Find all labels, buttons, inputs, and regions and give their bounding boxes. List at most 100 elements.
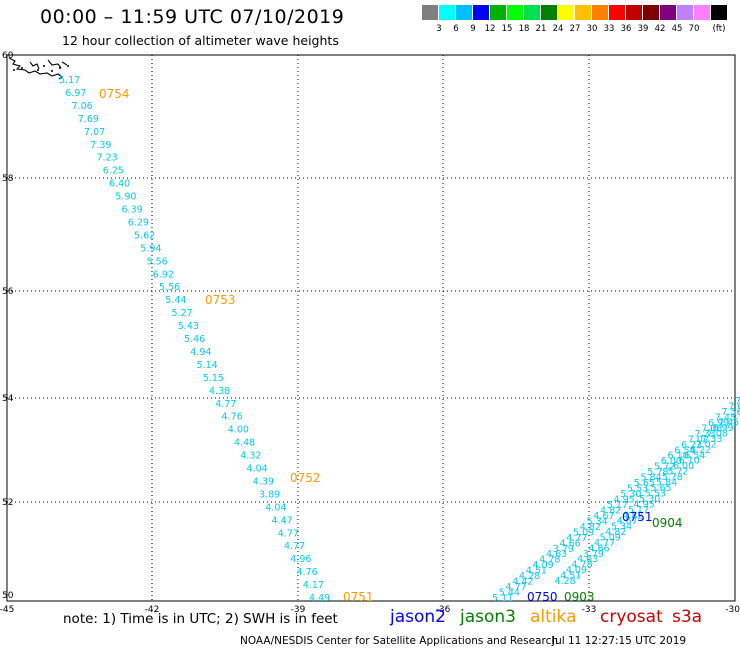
wave-height-value-track1: 4.49 [309,593,330,604]
wave-height-value-track1: 5.56 [159,282,180,293]
wave-height-value-track1: 6.92 [153,269,174,280]
coastline [8,57,68,80]
wave-height-value-track1: 4.00 [228,425,249,436]
legend-tick-label: 12 [484,24,496,34]
latitude-tick-label: 54 [2,394,14,404]
wave-height-value-track2: 4.95 [614,495,635,506]
wave-height-value-track2: 5.34 [587,516,608,527]
wave-height-value-track1: 4.77 [278,528,299,539]
legend-tick-label: 3 [436,24,442,34]
wave-height-value-track1: 4.39 [253,476,274,487]
wave-height-value-track2: 5.78 [647,467,668,478]
wave-height-value-track2: 4.82 [580,522,601,533]
wave-height-value-track2: 5.44 [499,588,520,599]
satellite-label-jason3: jason3 [460,607,516,627]
legend-tick-label: 30 [586,24,598,34]
wave-height-value-track3: 5.65 [650,483,671,494]
legend-swatch [694,5,711,20]
wave-height-value-track3: 4.66 [588,543,609,554]
wave-height-value-track2: 4.28 [519,571,540,582]
legend-swatch [473,5,490,20]
legend-swatch [456,5,473,20]
wave-height-value-track2: 4.42 [512,577,533,588]
wave-height-value-track2: 6.00 [661,456,682,467]
wave-height-value-track3: 6.54 [684,450,705,461]
legend-swatch [558,5,575,20]
wave-height-value-track3: 3.79 [583,549,604,560]
legend-swatch [626,5,643,20]
wave-height-value-track2: 6.22 [681,440,702,451]
satellite-label-jason2: jason2 [390,607,446,627]
wave-height-value-track2: 5.30 [620,489,641,500]
legend-tick-label: 18 [518,24,530,34]
coastline-island [59,67,61,69]
wave-height-value-track2: 5.09 [573,527,594,538]
legend-swatch [439,5,456,20]
legend-tick-label: 6 [453,24,459,34]
wave-height-value-track3: 5.72 [667,467,688,478]
wave-height-value-track3: 4.78 [571,560,592,571]
legend-swatch [490,5,507,20]
wave-height-value-track2: 6.54 [674,445,695,456]
legend-tick-label: 36 [620,24,632,34]
legend-swatch [575,5,592,20]
wave-height-value-track2: 5.11 [492,593,513,604]
map-frame [6,54,736,602]
wave-height-value-track3: 4.82 [605,527,626,538]
wave-height-value-track3: 7.45 [718,417,739,428]
wave-height-value-track2: 5.53 [627,484,648,495]
wave-height-value-track1: 5.90 [115,192,136,203]
latitude-tick-label: 60 [2,51,14,61]
latitude-tick-label: 50 [2,591,14,601]
wave-height-value-track1: 5.44 [165,295,186,306]
wave-height-value-track1: 4.17 [303,580,324,591]
wave-height-value-track1: 6.40 [109,179,130,190]
latitude-tick-label: 56 [2,287,14,297]
wave-height-value-track3: 6.99 [712,423,733,434]
wave-height-value-track3: 5.34 [611,521,632,532]
legend-tick-label: (ft) [712,24,726,34]
legend-tick-label: 21 [535,24,547,34]
wave-height-value-track2: 7.75 [735,396,740,407]
wave-height-value-track1: 4.76 [297,567,318,578]
wave-height-value-track2: 6.99 [708,418,729,429]
coastline-island [37,69,39,71]
wave-height-value-track3: 7.08 [707,428,728,439]
wave-height-value-track1: 5.46 [184,334,205,345]
wave-height-value-track1: 5.14 [197,360,218,371]
wave-height-value-track2: 5.72 [654,462,675,473]
legend-tick-label: 27 [569,24,581,34]
pass-time-label-track2: 0751 [622,510,653,524]
footer-note: note: 1) Time is in UTC; 2) SWH is in fe… [63,611,338,627]
wave-height-value-track2: 7.56 [722,407,740,418]
pass-time-label-track1: 0753 [205,293,236,307]
wave-height-value-track1: 4.48 [234,438,255,449]
wave-height-value-track2: 5.65 [634,478,655,489]
wave-height-value-track1: 5.56 [147,256,168,267]
legend-swatch [643,5,660,20]
latitude-tick-label: 52 [2,498,13,508]
wave-height-value-track1: 7.69 [78,114,99,125]
longitude-tick-label: -36 [436,605,451,615]
wave-height-value-track1: 4.47 [272,515,293,526]
legend-tick-label: 70 [688,24,700,34]
coastline-island [43,65,45,67]
legend-tick-label: 24 [552,24,564,34]
wave-height-value-track3: 4.09 [566,565,587,576]
map-title: 00:00 – 11:59 UTC 07/10/2019 [40,6,345,28]
legend-swatch [422,5,439,20]
wave-height-value-track1: 4.04 [247,464,268,475]
wave-height-value-track1: 6.29 [128,217,149,228]
pass-time-label-track3: 0904 [652,516,683,530]
wave-height-value-track1: 7.06 [72,101,93,112]
wave-height-value-track3: 4.77 [594,538,615,549]
wave-height-value-track1: 4.96 [290,554,311,565]
legend-tick-label: 15 [501,24,513,34]
wave-height-value-track3: 5.30 [639,494,660,505]
pass-time-label-track1: 0751 [343,590,374,604]
satellite-label-s3a: s3a [672,607,703,627]
wave-height-value-track3: 6.22 [690,445,711,456]
wave-height-value-track3: 4.95 [634,500,655,511]
pass-time-label-track3: 0903 [564,590,595,604]
